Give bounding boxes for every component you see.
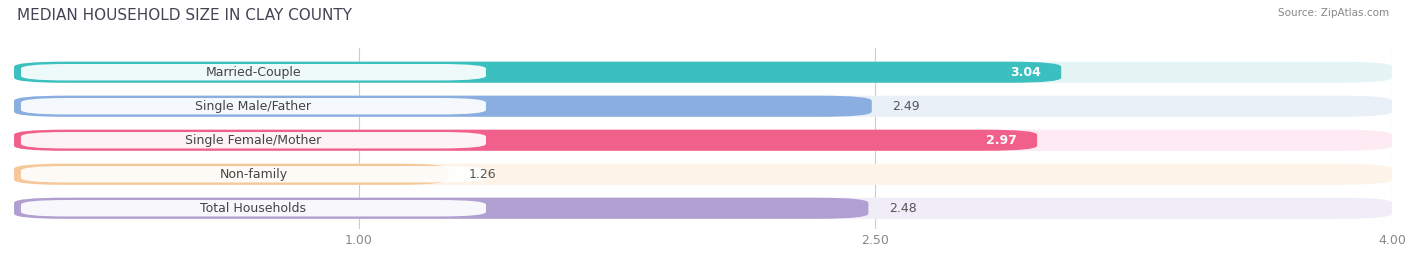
- FancyBboxPatch shape: [14, 62, 1062, 83]
- Text: Total Households: Total Households: [201, 202, 307, 215]
- Text: 2.48: 2.48: [889, 202, 917, 215]
- FancyBboxPatch shape: [14, 164, 1392, 185]
- FancyBboxPatch shape: [21, 132, 486, 148]
- FancyBboxPatch shape: [21, 166, 486, 182]
- FancyBboxPatch shape: [14, 198, 869, 219]
- FancyBboxPatch shape: [14, 198, 1392, 219]
- FancyBboxPatch shape: [14, 62, 1392, 83]
- Text: Source: ZipAtlas.com: Source: ZipAtlas.com: [1278, 8, 1389, 18]
- FancyBboxPatch shape: [21, 200, 486, 217]
- FancyBboxPatch shape: [14, 130, 1038, 151]
- Text: 1.26: 1.26: [468, 168, 496, 181]
- FancyBboxPatch shape: [14, 164, 449, 185]
- FancyBboxPatch shape: [21, 98, 486, 114]
- Text: Non-family: Non-family: [219, 168, 288, 181]
- Text: 2.49: 2.49: [893, 100, 920, 113]
- Text: Single Female/Mother: Single Female/Mother: [186, 134, 322, 147]
- Text: 2.97: 2.97: [986, 134, 1017, 147]
- FancyBboxPatch shape: [14, 96, 872, 117]
- FancyBboxPatch shape: [21, 64, 486, 80]
- Text: Married-Couple: Married-Couple: [205, 66, 301, 79]
- Text: MEDIAN HOUSEHOLD SIZE IN CLAY COUNTY: MEDIAN HOUSEHOLD SIZE IN CLAY COUNTY: [17, 8, 352, 23]
- FancyBboxPatch shape: [14, 130, 1392, 151]
- Text: 3.04: 3.04: [1010, 66, 1040, 79]
- Text: Single Male/Father: Single Male/Father: [195, 100, 312, 113]
- FancyBboxPatch shape: [14, 96, 1392, 117]
